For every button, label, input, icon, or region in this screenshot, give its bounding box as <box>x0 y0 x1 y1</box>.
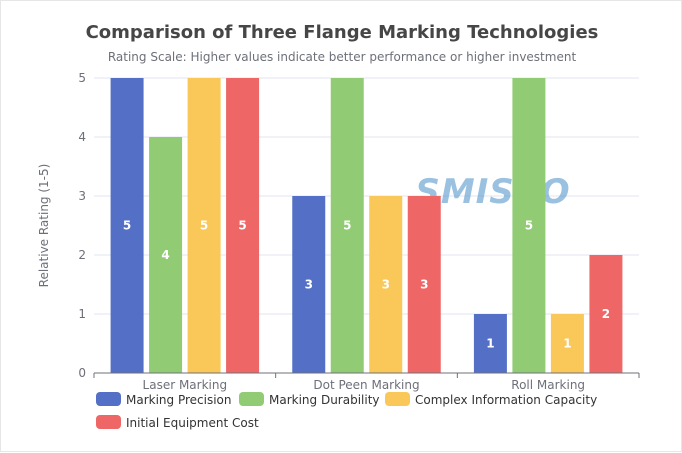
legend-swatch <box>96 392 121 406</box>
legend-swatch <box>96 415 121 429</box>
chart-title: Comparison of Three Flange Marking Techn… <box>86 22 599 43</box>
y-tick-label: 2 <box>78 248 86 262</box>
y-tick-label: 1 <box>78 307 86 321</box>
bar-value-label: 3 <box>305 278 313 292</box>
bar-value-label: 2 <box>602 307 610 321</box>
bar-value-label: 1 <box>486 337 494 351</box>
bar-initial-equipment-cost <box>407 196 441 373</box>
legend-label: Marking Durability <box>269 393 380 407</box>
chart-subtitle: Rating Scale: Higher values indicate bet… <box>108 50 577 64</box>
bar-initial-equipment-cost <box>589 255 623 373</box>
bar-marking-durability <box>149 137 183 373</box>
bar-value-label: 3 <box>420 278 428 292</box>
legend-label: Initial Equipment Cost <box>126 416 259 430</box>
bar-value-label: 5 <box>525 219 533 233</box>
bar-marking-precision <box>110 78 144 373</box>
bar-marking-precision <box>473 314 507 373</box>
bar-value-label: 1 <box>563 337 571 351</box>
bar-initial-equipment-cost <box>226 78 260 373</box>
x-tick-label: Dot Peen Marking <box>313 378 419 392</box>
x-tick-label: Laser Marking <box>143 378 228 392</box>
y-tick-label: 0 <box>78 366 86 380</box>
bar-marking-durability <box>330 78 364 373</box>
bar-complex-information-capacity <box>369 196 403 373</box>
legend-swatch <box>239 392 264 406</box>
bar-value-label: 5 <box>123 219 131 233</box>
bar-marking-precision <box>292 196 326 373</box>
bar-complex-information-capacity <box>187 78 221 373</box>
bar-value-label: 5 <box>200 219 208 233</box>
y-tick-label: 3 <box>78 189 86 203</box>
y-tick-label: 4 <box>78 130 86 144</box>
x-tick-label: Roll Marking <box>511 378 585 392</box>
y-tick-label: 5 <box>78 71 86 85</box>
bar-complex-information-capacity <box>550 314 584 373</box>
bar-value-label: 5 <box>238 219 246 233</box>
legend-label: Complex Information Capacity <box>415 393 597 407</box>
bar-value-label: 4 <box>161 248 169 262</box>
bar-marking-durability <box>512 78 546 373</box>
y-axis-title: Relative Rating (1-5) <box>37 164 51 288</box>
bar-value-label: 5 <box>343 219 351 233</box>
bar-value-label: 3 <box>382 278 390 292</box>
legend-label: Marking Precision <box>126 393 232 407</box>
legend-swatch <box>385 392 410 406</box>
